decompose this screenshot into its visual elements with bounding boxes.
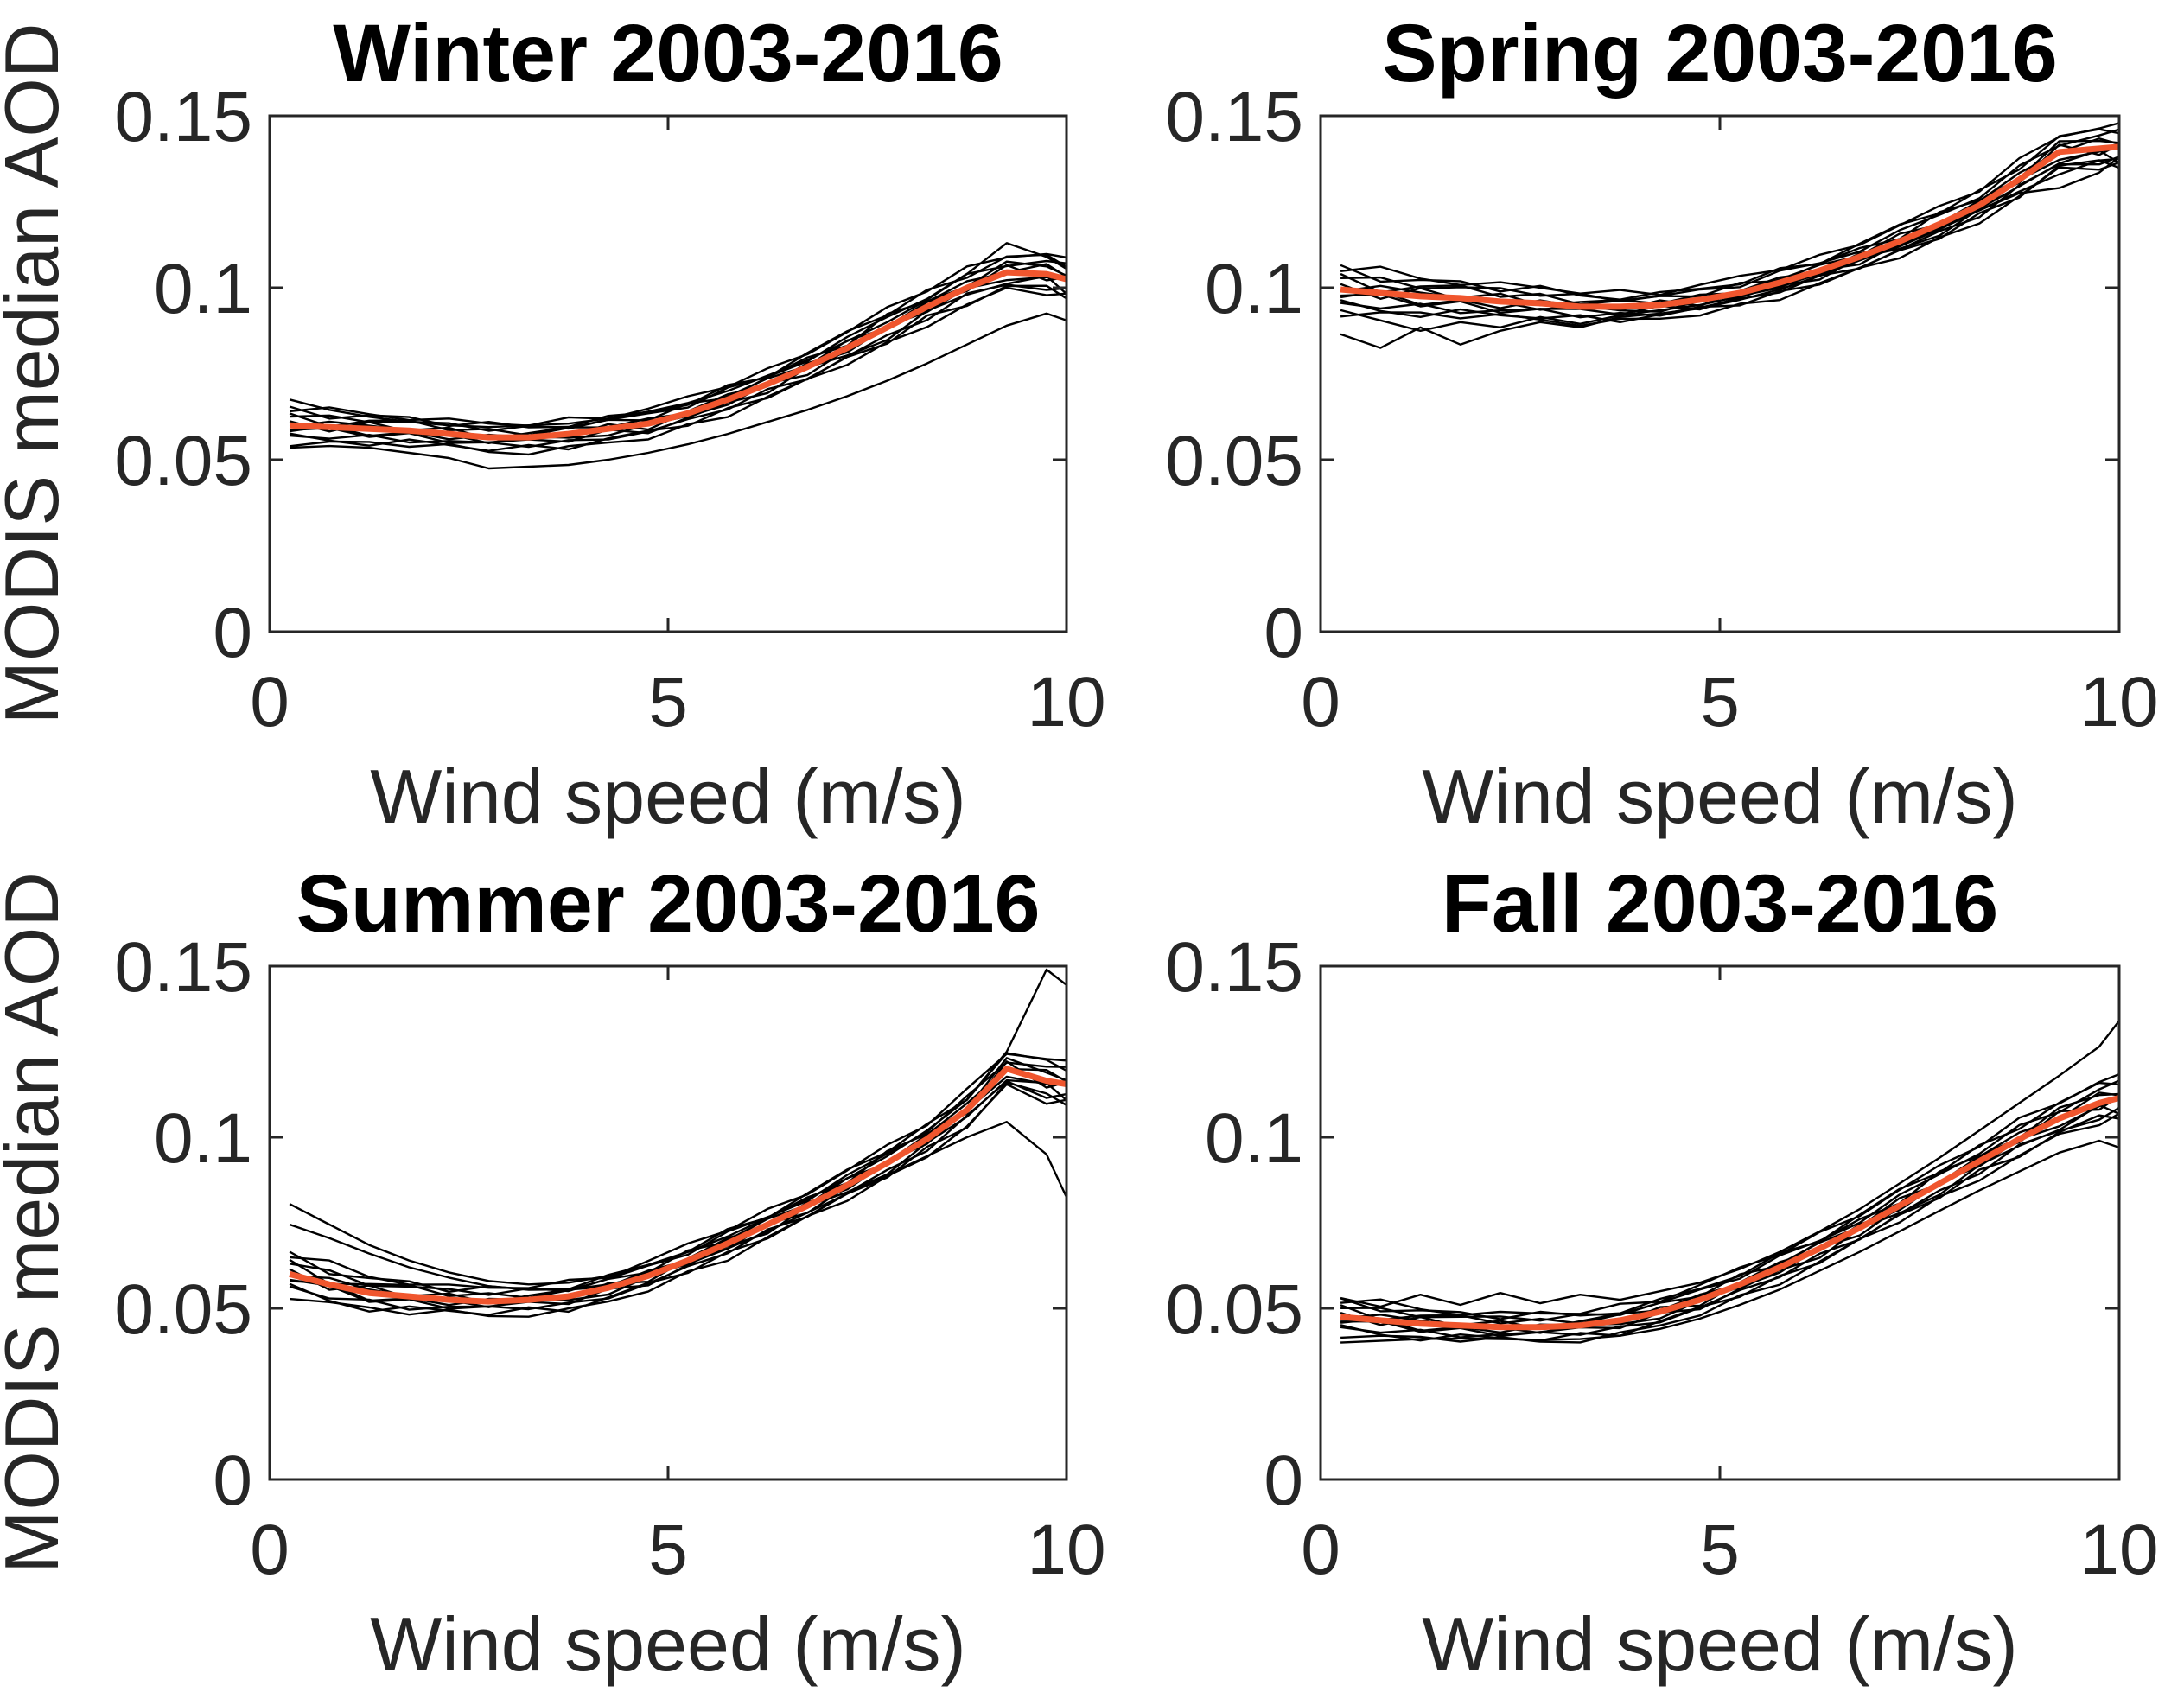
panel-title: Spring 2003-2016 (1382, 8, 2058, 99)
x-tick-label: 5 (648, 663, 688, 741)
year-line (1340, 1079, 2119, 1322)
year-line (289, 1060, 1067, 1307)
y-tick-label: 0.1 (1205, 250, 1303, 328)
panel-winter-2003-2016: 0 5 10 0 0.05 0.1 0.15 Wind speed (m/s) MODIS me… (0, 8, 1106, 839)
y-tick-label: 0.15 (1165, 928, 1303, 1007)
year-line (290, 1053, 1067, 1289)
median-line (289, 1066, 1067, 1305)
x-tick-label: 10 (2079, 1511, 2158, 1589)
y-tick-label: 0.05 (114, 422, 252, 500)
y-tick-label: 0.05 (114, 1270, 252, 1349)
year-line-outlier (1340, 1020, 2119, 1308)
year-line (1340, 128, 2119, 301)
y-tick-label: 0 (1264, 594, 1303, 672)
y-tick-label: 0 (1264, 1441, 1303, 1520)
y-tick-label: 0.1 (154, 1099, 252, 1178)
year-line (1340, 128, 2119, 302)
y-tick-label: 0.05 (1165, 1270, 1303, 1349)
x-axis-label: Wind speed (m/s) (370, 754, 966, 839)
year-line (1340, 1112, 2119, 1344)
x-tick-label: 5 (1700, 1511, 1740, 1589)
y-tick-label: 0.05 (1165, 422, 1303, 500)
y-tick-label: 0.1 (154, 250, 252, 328)
y-axis-label: MODIS median AOD (0, 23, 74, 725)
x-axis-label: Wind speed (m/s) (1422, 754, 2018, 839)
year-line (289, 252, 1067, 427)
year-line (1340, 1106, 2119, 1339)
x-tick-label: 0 (1301, 663, 1340, 741)
panel-title: Fall 2003-2016 (1442, 858, 1998, 950)
year-line (1340, 161, 2119, 328)
y-tick-label: 0.1 (1205, 1099, 1303, 1178)
x-tick-label: 10 (1027, 663, 1105, 741)
year-line (1340, 149, 2119, 316)
panel-summer-2003-2016: 0 5 10 0 0.05 0.1 0.15 Wind speed (m/s) MODIS me… (0, 858, 1106, 1687)
year-line-outlier (289, 242, 1067, 429)
year-line (1340, 122, 2119, 296)
x-tick-label: 5 (648, 1511, 688, 1589)
year-line-outlier (289, 968, 1067, 1286)
year-line (1340, 1097, 2119, 1334)
y-tick-label: 0.15 (114, 928, 252, 1007)
axis-box (268, 964, 1068, 1481)
year-line (289, 284, 1067, 452)
y-tick-label: 0 (213, 1441, 252, 1520)
y-tick-label: 0 (213, 594, 252, 672)
axis-box (1319, 964, 2121, 1481)
data-lines (1340, 1020, 2119, 1344)
year-line (289, 286, 1067, 456)
y-tick-label: 0.15 (114, 78, 252, 156)
year-line (290, 283, 1067, 449)
x-tick-label: 0 (1301, 1511, 1340, 1589)
y-tick-label: 0.15 (1165, 78, 1303, 156)
x-axis-label: Wind speed (m/s) (370, 1601, 966, 1687)
median-line (1340, 143, 2119, 310)
year-line (1340, 1081, 2119, 1320)
axis-box (268, 114, 1068, 633)
panel-spring-2003-2016: 0 5 10 0 0.05 0.1 0.15 Wind speed (m/s) Spring 2… (1165, 8, 2158, 839)
year-line (290, 275, 1067, 444)
x-axis-label: Wind speed (m/s) (1422, 1601, 2018, 1687)
year-line (289, 253, 1067, 429)
panel-fall-2003-2016: 0 5 10 0 0.05 0.1 0.15 Wind speed (m/s) Fall 200… (1165, 858, 2158, 1687)
year-line (1340, 1104, 2119, 1338)
year-line (1340, 1095, 2119, 1334)
year-line (1340, 1072, 2119, 1317)
median-line (289, 269, 1067, 441)
year-line-outlier (1340, 156, 2119, 332)
median-line (1340, 1095, 2119, 1331)
year-line-outlier (1340, 1139, 2119, 1344)
data-lines (1340, 122, 2119, 349)
year-line (290, 1083, 1067, 1318)
panel-title: Summer 2003-2016 (296, 858, 1041, 950)
x-tick-label: 0 (250, 663, 290, 741)
year-line-outlier (290, 312, 1067, 470)
y-axis-label: MODIS median AOD (0, 872, 74, 1574)
x-tick-label: 5 (1700, 663, 1740, 741)
data-lines (289, 968, 1067, 1318)
year-line (289, 1079, 1067, 1311)
x-tick-label: 10 (2079, 663, 2158, 741)
year-line (1340, 139, 2119, 306)
panel-title: Winter 2003-2016 (333, 8, 1003, 99)
year-line-outlier (289, 1120, 1067, 1291)
x-tick-label: 10 (1027, 1511, 1105, 1589)
x-tick-label: 0 (250, 1511, 290, 1589)
data-lines (289, 242, 1067, 470)
